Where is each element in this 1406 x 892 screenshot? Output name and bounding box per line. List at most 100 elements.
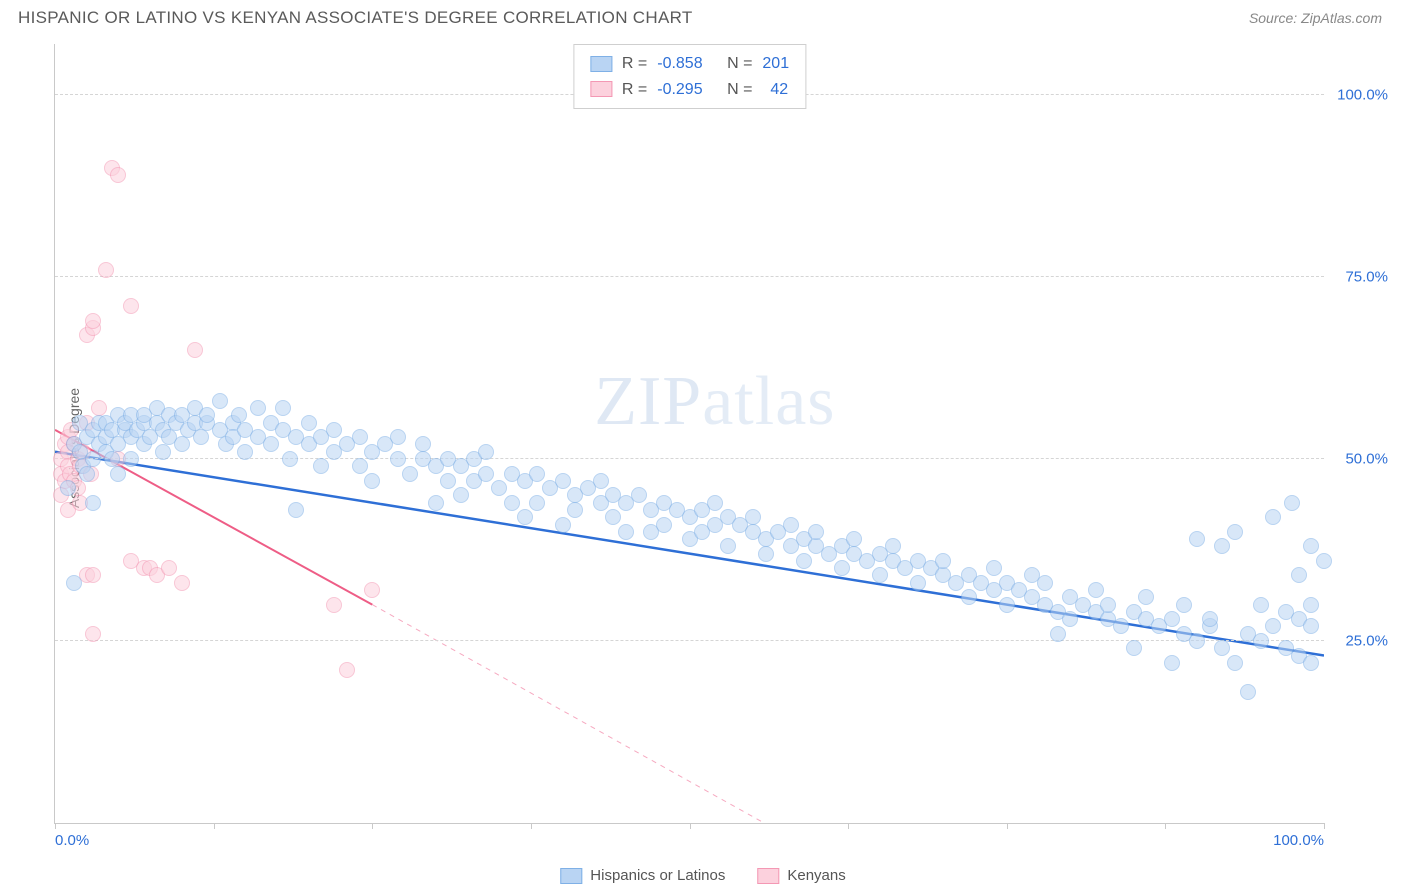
scatter-point-kenyans [85, 567, 101, 583]
scatter-point-hispanics [428, 495, 444, 511]
scatter-point-kenyans [339, 662, 355, 678]
scatter-point-hispanics [275, 400, 291, 416]
xtick [531, 823, 532, 829]
gridline-h [55, 276, 1324, 277]
scatter-point-hispanics [745, 509, 761, 525]
ytick-label: 25.0% [1345, 633, 1388, 650]
scatter-point-hispanics [605, 509, 621, 525]
scatter-point-hispanics [478, 444, 494, 460]
scatter-point-hispanics [1227, 524, 1243, 540]
scatter-point-hispanics [390, 429, 406, 445]
scatter-point-hispanics [453, 487, 469, 503]
ytick-label: 50.0% [1345, 450, 1388, 467]
scatter-point-hispanics [326, 422, 342, 438]
scatter-point-hispanics [282, 451, 298, 467]
source-label: Source: [1249, 10, 1301, 26]
scatter-point-hispanics [618, 524, 634, 540]
scatter-point-hispanics [720, 538, 736, 554]
scatter-point-hispanics [193, 429, 209, 445]
scatter-point-hispanics [440, 473, 456, 489]
scatter-point-hispanics [1164, 655, 1180, 671]
scatter-point-hispanics [1227, 655, 1243, 671]
legend-label-kenyans: Kenyans [787, 867, 845, 884]
scatter-point-hispanics [66, 575, 82, 591]
swatch-kenyans [590, 81, 612, 97]
xtick [372, 823, 373, 829]
scatter-point-hispanics [517, 509, 533, 525]
legend-item-hispanics: Hispanics or Latinos [560, 867, 725, 884]
scatter-point-hispanics [631, 487, 647, 503]
scatter-point-hispanics [174, 436, 190, 452]
scatter-point-hispanics [199, 407, 215, 423]
scatter-point-hispanics [1189, 633, 1205, 649]
swatch-hispanics [560, 868, 582, 884]
xtick [848, 823, 849, 829]
scatter-point-hispanics [1265, 618, 1281, 634]
legend-r-label: R = [622, 51, 647, 77]
chart-header: HISPANIC OR LATINO VS KENYAN ASSOCIATE'S… [0, 0, 1406, 32]
scatter-point-hispanics [1202, 611, 1218, 627]
xtick [55, 823, 56, 829]
scatter-point-kenyans [110, 167, 126, 183]
scatter-point-hispanics [301, 415, 317, 431]
scatter-point-hispanics [250, 400, 266, 416]
scatter-point-hispanics [935, 553, 951, 569]
scatter-point-hispanics [1050, 626, 1066, 642]
scatter-point-kenyans [187, 342, 203, 358]
scatter-point-hispanics [567, 502, 583, 518]
legend-row-hispanics: R = -0.858 N = 201 [590, 51, 789, 77]
scatter-point-hispanics [1189, 531, 1205, 547]
scatter-point-hispanics [1253, 597, 1269, 613]
legend-n-value-kenyans: 42 [762, 77, 788, 103]
scatter-point-hispanics [1062, 611, 1078, 627]
xtick [1324, 823, 1325, 829]
scatter-point-hispanics [1126, 640, 1142, 656]
scatter-point-hispanics [758, 546, 774, 562]
source-attribution: Source: ZipAtlas.com [1249, 10, 1382, 26]
scatter-point-hispanics [288, 502, 304, 518]
scatter-point-hispanics [1214, 538, 1230, 554]
scatter-point-hispanics [390, 451, 406, 467]
scatter-point-hispanics [155, 444, 171, 460]
scatter-point-hispanics [1303, 618, 1319, 634]
scatter-point-hispanics [1284, 495, 1300, 511]
scatter-point-hispanics [491, 480, 507, 496]
scatter-point-kenyans [123, 298, 139, 314]
legend-r-label: R = [622, 77, 647, 103]
scatter-point-hispanics [79, 466, 95, 482]
scatter-point-hispanics [1240, 684, 1256, 700]
legend-item-kenyans: Kenyans [757, 867, 845, 884]
legend-label-hispanics: Hispanics or Latinos [590, 867, 725, 884]
scatter-point-hispanics [885, 538, 901, 554]
scatter-point-hispanics [656, 517, 672, 533]
plot-region: ZIPatlas R = -0.858 N = 201 R = -0.295 N… [54, 44, 1324, 824]
source-name: ZipAtlas.com [1301, 10, 1382, 26]
xtick-label: 100.0% [1273, 832, 1324, 849]
scatter-point-hispanics [364, 473, 380, 489]
watermark: ZIPatlas [594, 362, 835, 442]
legend-r-value-kenyans: -0.295 [657, 77, 702, 103]
xtick [690, 823, 691, 829]
scatter-point-hispanics [707, 495, 723, 511]
scatter-point-hispanics [986, 560, 1002, 576]
scatter-point-hispanics [593, 473, 609, 489]
scatter-point-hispanics [872, 567, 888, 583]
scatter-point-hispanics [910, 575, 926, 591]
scatter-point-hispanics [1303, 597, 1319, 613]
scatter-point-hispanics [808, 524, 824, 540]
legend-n-label: N = [727, 51, 752, 77]
xtick [1007, 823, 1008, 829]
scatter-point-hispanics [1138, 589, 1154, 605]
scatter-point-hispanics [110, 466, 126, 482]
scatter-point-hispanics [60, 480, 76, 496]
legend-row-kenyans: R = -0.295 N = 42 [590, 77, 789, 103]
series-legend: Hispanics or Latinos Kenyans [560, 867, 845, 884]
scatter-point-hispanics [1088, 582, 1104, 598]
scatter-point-hispanics [352, 429, 368, 445]
xtick [214, 823, 215, 829]
legend-r-value-hispanics: -0.858 [657, 51, 702, 77]
scatter-point-hispanics [961, 589, 977, 605]
scatter-point-hispanics [529, 466, 545, 482]
scatter-point-hispanics [352, 458, 368, 474]
xtick [1165, 823, 1166, 829]
